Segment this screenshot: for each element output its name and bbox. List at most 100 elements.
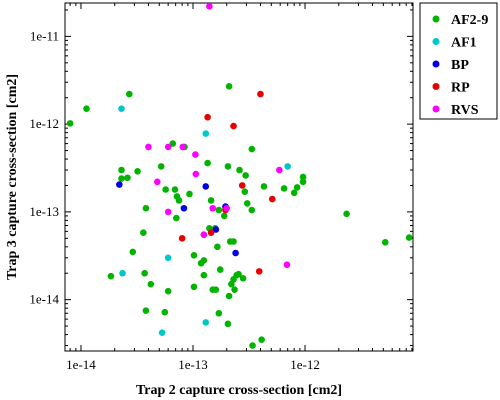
data-point-af2-9 — [169, 140, 177, 147]
data-point-af1 — [202, 319, 210, 326]
y-tick-label: 1e-14 — [29, 292, 59, 307]
data-point-af2-9 — [242, 172, 249, 179]
data-point-af2-9 — [230, 238, 237, 245]
data-point-af2-9 — [258, 336, 265, 343]
data-point-bp — [180, 204, 188, 212]
data-point-af2-9 — [241, 188, 249, 195]
data-point-af1 — [284, 163, 291, 170]
data-point-af2-9 — [142, 307, 150, 314]
data-point-bp — [116, 181, 123, 188]
data-point-af2-9 — [220, 212, 228, 220]
data-point-af2-9 — [157, 163, 165, 170]
legend: AF2-9 AF1 BP RP RVS — [419, 2, 498, 120]
data-point-af2-9 — [140, 229, 147, 236]
data-point-af2-9 — [249, 342, 256, 349]
data-point-af2-9 — [190, 283, 198, 291]
legend-marker-af2-9 — [432, 15, 440, 23]
legend-label-af2-9: AF2-9 — [451, 13, 488, 28]
data-point-af2-9 — [124, 174, 131, 182]
data-point-af2-9 — [164, 287, 172, 295]
data-point-af2-9 — [224, 163, 232, 170]
data-point-rvs — [209, 204, 217, 212]
legend-marker-bp — [432, 60, 440, 68]
data-point-af2-9 — [200, 271, 208, 279]
axis-ticks: 1e-14 1e-13 1e-12 1e-14 1e-13 1e-12 1e-11 — [29, 3, 413, 372]
data-point-af2-9 — [212, 286, 220, 293]
y-axis-title: Trap 3 capture cross-section [cm2] — [5, 74, 20, 280]
data-point-af2-9 — [293, 184, 301, 191]
data-point-rp — [230, 122, 237, 130]
data-point-af2-9 — [299, 173, 307, 181]
data-point-af2-9 — [260, 183, 268, 190]
data-point-af2-9 — [215, 309, 223, 317]
data-points — [66, 3, 413, 349]
data-point-rvs — [223, 204, 231, 212]
data-point-af2-9 — [248, 145, 256, 153]
x-tick-label: 1e-14 — [66, 357, 96, 372]
legend-label-rvs: RVS — [451, 103, 479, 118]
x-tick-label: 1e-12 — [290, 357, 320, 372]
data-point-rp — [178, 235, 186, 242]
data-point-af2-9 — [405, 234, 413, 241]
data-point-af2-9 — [129, 248, 137, 256]
data-point-af1 — [202, 130, 210, 137]
data-point-rp — [238, 182, 246, 189]
data-point-af2-9 — [248, 206, 256, 214]
data-point-rvs — [153, 178, 161, 186]
data-point-af2-9 — [243, 200, 251, 207]
data-point-af2-9 — [224, 320, 232, 328]
data-point-af2-9 — [142, 204, 150, 212]
legend-marker-rp — [432, 83, 440, 90]
data-point-af2-9 — [141, 269, 148, 277]
data-point-af2-9 — [381, 239, 389, 246]
data-point-af2-9 — [207, 197, 215, 204]
data-point-af1 — [158, 329, 166, 337]
data-point-rp — [204, 113, 211, 121]
data-point-af1 — [119, 269, 126, 277]
data-point-af2-9 — [118, 175, 125, 182]
data-point-af2-9 — [235, 270, 242, 278]
data-point-bp — [212, 226, 220, 233]
data-point-af2-9 — [290, 189, 298, 197]
data-point-af2-9 — [225, 292, 233, 300]
data-point-af2-9 — [134, 168, 141, 175]
data-point-af2-9 — [118, 166, 125, 174]
data-point-af2-9 — [161, 308, 169, 316]
x-tick-label: 1e-13 — [178, 357, 208, 372]
data-point-bp — [232, 249, 239, 257]
data-point-rp — [257, 90, 264, 98]
data-point-af2-9 — [190, 252, 198, 259]
data-point-af2-9 — [215, 206, 223, 214]
data-point-af2-9 — [239, 275, 247, 282]
data-point-af2-9 — [231, 286, 238, 293]
data-point-af2-9 — [162, 186, 169, 193]
data-point-af2-9 — [200, 257, 208, 264]
data-point-rvs — [164, 208, 172, 216]
data-point-af2-9 — [228, 280, 235, 288]
data-point-rvs — [200, 231, 208, 238]
data-point-af2-9 — [299, 178, 307, 186]
data-point-rp — [255, 268, 263, 275]
data-point-af2-9 — [236, 166, 243, 174]
data-point-af2-9 — [173, 214, 180, 222]
data-point-af2-9 — [186, 190, 193, 198]
data-point-rvs — [276, 166, 283, 174]
legend-box — [419, 2, 498, 120]
x-axis-title: Trap 2 capture cross-section [cm2] — [136, 383, 342, 398]
data-point-af2-9 — [171, 186, 179, 193]
legend-marker-af1 — [432, 38, 440, 45]
legend-label-rp: RP — [451, 81, 470, 96]
data-point-af2-9 — [107, 272, 115, 280]
data-point-bp — [202, 183, 210, 190]
data-point-af1 — [118, 105, 125, 112]
plot-frame — [64, 2, 414, 352]
data-point-rvs — [192, 151, 199, 158]
legend-label-af1: AF1 — [451, 36, 477, 51]
data-point-af2-9 — [225, 82, 233, 90]
y-tick-label: 1e-13 — [29, 204, 59, 219]
data-point-rvs — [164, 143, 172, 151]
data-point-rvs — [206, 3, 213, 10]
data-point-af2-9 — [147, 280, 155, 288]
